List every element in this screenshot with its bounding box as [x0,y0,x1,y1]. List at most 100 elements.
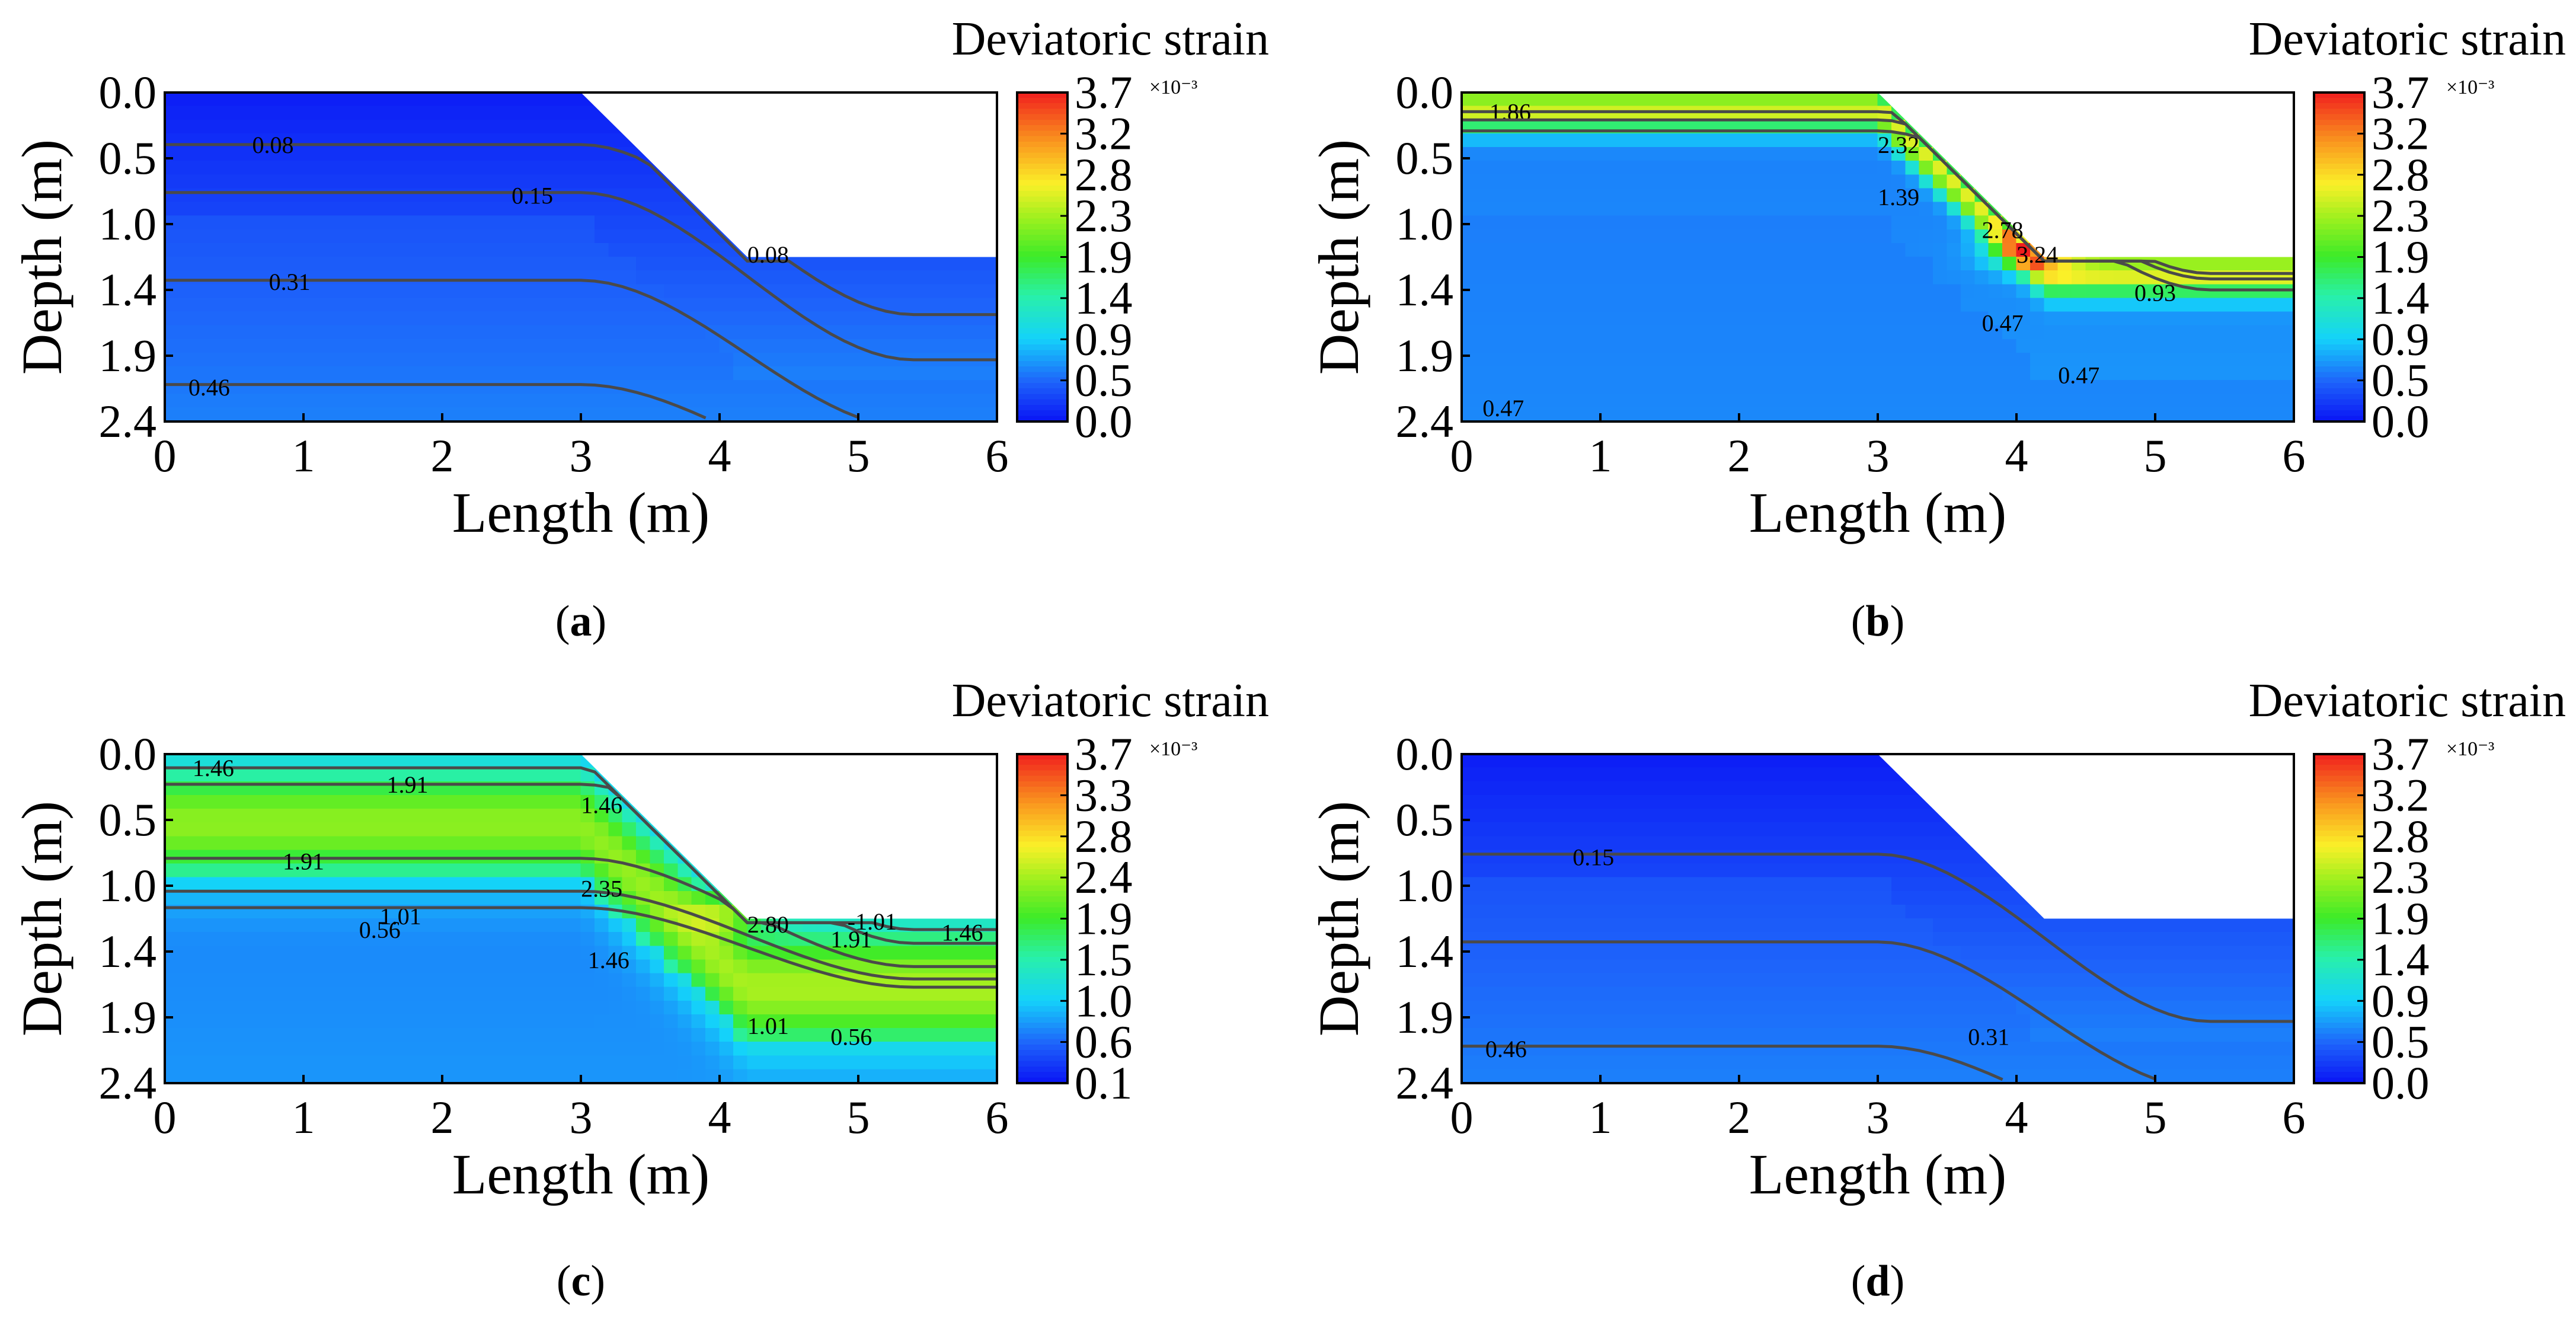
field-cell [650,1069,665,1084]
field-cell [1489,836,1504,851]
colorbar-band [1017,103,1068,110]
field-cell [1711,257,1726,272]
field-cell [720,1069,734,1084]
field-cell [248,1055,263,1070]
field-cell [261,768,276,783]
field-cell [1711,202,1726,217]
field-cell [705,366,720,381]
field-cell [844,312,859,327]
x-axis-label: Length (m) [452,481,710,544]
field-cell [289,987,304,1002]
field-cell [497,1042,512,1056]
field-cell [414,243,429,258]
field-cell [2252,394,2267,408]
field-cell [1891,312,1906,327]
field-cell [2002,366,2017,381]
field-cell [1462,284,1476,299]
field-cell [1586,174,1601,189]
field-cell [484,380,498,395]
field-cell [1614,366,1629,381]
field-cell [1531,973,1546,988]
field-cell [469,106,484,121]
field-cell [1517,257,1532,272]
field-cell [969,1042,984,1056]
field-cell [1725,257,1740,272]
field-cell [1614,312,1629,327]
field-cell [220,120,235,135]
field-cell [720,1014,734,1029]
field-cell [165,202,180,217]
field-cell [331,312,346,327]
field-cell [345,407,360,422]
field-cell [1989,407,2003,422]
field-cell [2099,325,2114,340]
field-cell [234,877,249,892]
field-cell [1642,284,1657,299]
field-cell [1822,202,1837,217]
field-cell [261,864,276,879]
field-cell [872,946,887,960]
field-cell [512,257,526,272]
x-tick-label: 6 [2283,430,2306,481]
colorbar-band [1017,896,1068,903]
field-cell [303,353,318,368]
field-cell [2280,257,2294,272]
field-cell [553,366,568,381]
field-cell [317,312,332,327]
field-cell [303,216,318,231]
field-cell [969,1014,984,1029]
field-cell [331,973,346,988]
field-cell [428,1014,443,1029]
field-cell [733,987,748,1002]
field-cell [1878,339,1893,354]
field-cell [317,120,332,135]
field-cell [497,257,512,272]
field-cell [1947,366,1962,381]
field-cell [608,216,623,231]
field-cell [928,946,942,960]
field-cell [595,325,609,340]
field-cell [761,987,776,1002]
field-cell [830,312,845,327]
field-cell [359,768,373,783]
field-cell [886,1028,900,1043]
field-cell [192,795,207,810]
field-cell [2127,407,2142,422]
field-cell [761,1069,776,1084]
field-cell [248,188,263,203]
field-cell [2002,339,2017,354]
field-cell [1642,380,1657,395]
field-cell [1545,864,1559,879]
field-cell [858,353,873,368]
field-cell [1753,325,1768,340]
field-cell [803,987,817,1002]
field-cell [317,1028,332,1043]
field-cell [1850,133,1865,148]
field-cell [789,987,804,1002]
field-cell [1794,174,1809,189]
field-cell [622,822,637,837]
field-cell [1462,781,1476,796]
field-cell [1545,932,1559,947]
contour-label: 1.91 [830,926,872,953]
field-cell [830,353,845,368]
field-cell [512,891,526,906]
field-cell [1475,147,1490,162]
field-cell [858,1069,873,1084]
field-cell [789,973,804,988]
field-cell [497,339,512,354]
colorbar-band [1017,229,1068,236]
field-cell [2182,380,2197,395]
field-cell [595,1014,609,1029]
field-cell [428,270,443,285]
field-cell [664,339,679,354]
field-cell [317,754,332,769]
field-cell [317,366,332,381]
colorbar-band [1017,152,1068,159]
field-cell [1531,809,1546,823]
field-cell [1989,380,2003,395]
field-cell [414,202,429,217]
field-cell [1600,946,1615,960]
field-cell [1753,133,1768,148]
